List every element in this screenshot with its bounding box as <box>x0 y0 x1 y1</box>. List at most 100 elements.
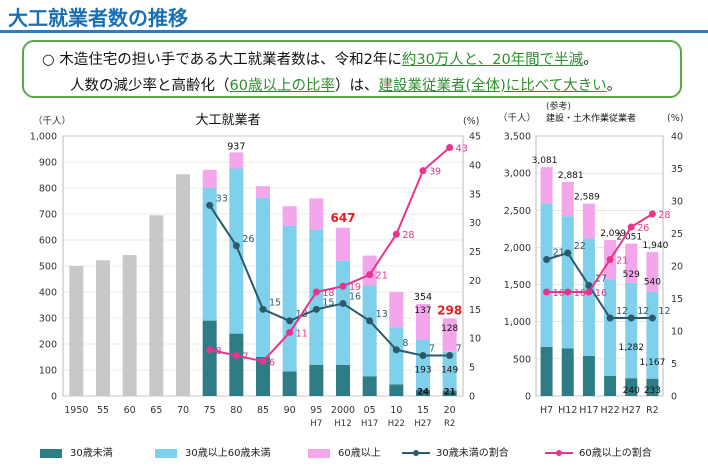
side-y-tick-label: 2,500 <box>504 206 531 217</box>
side-bar-30to60 <box>561 216 574 349</box>
bar-30to60 <box>389 327 404 385</box>
main-y2-axis-label: (%) <box>463 116 479 127</box>
main-u30-ratio-point <box>339 300 347 308</box>
bar-over60 <box>282 206 297 226</box>
main-u30-ratio-label: 15 <box>322 297 334 308</box>
legend-label-u30: 30歳未満 <box>70 448 113 459</box>
side-y-tick-label: 1,000 <box>504 317 531 328</box>
main-over60-ratio-point <box>419 167 427 175</box>
bar-under30 <box>229 333 244 396</box>
bar-over60 <box>336 227 350 261</box>
main-y-tick-label: 900 <box>39 158 57 169</box>
side-over60-ratio-point <box>585 288 593 296</box>
summary-text-1a: 木造住宅の担い手である大工就業者数は、令和2年に <box>59 52 402 68</box>
side-over60-ratio-label: 16 <box>595 288 607 299</box>
main-x-tick-label: 20 <box>444 405 456 416</box>
main-y2-tick-label: 15 <box>469 305 481 316</box>
main-over60-ratio-point <box>339 282 347 290</box>
legend-label-over60: 60歳以上 <box>338 448 381 459</box>
side-over60-ratio-point <box>606 256 614 263</box>
side-x-tick-label: H27 <box>622 405 641 416</box>
bar-30to60 <box>202 188 217 321</box>
side-bar-over60 <box>561 181 574 217</box>
grey-total-bar <box>122 255 137 396</box>
side-y2-tick-label: 35 <box>671 164 683 175</box>
main-u30-ratio-line <box>208 204 450 357</box>
side-y-tick-label: 1,500 <box>504 280 531 291</box>
side-bar-30to60 <box>604 279 617 376</box>
side-bar-30to60 <box>540 203 553 347</box>
main-x-subtick-label: H27 <box>414 419 431 429</box>
legend-marker-over60-ratio <box>545 450 573 456</box>
side-over60-ratio-label: 16 <box>553 288 565 299</box>
main-x-tick-label: 70 <box>177 405 189 416</box>
side-u30-ratio-label: 12 <box>658 306 670 317</box>
main-over60-ratio-point <box>206 346 214 354</box>
label-mid-2015: 193 <box>414 366 431 376</box>
label-over60-2020: 128 <box>441 324 458 334</box>
label-u30-2020: 21 <box>444 387 456 397</box>
legend-item-u30-ratio: 30歳未満の割合 <box>402 444 509 459</box>
main-u30-ratio-point <box>232 242 240 250</box>
main-x-tick-label: 15 <box>417 405 429 416</box>
side-label-total: 1,940 <box>643 241 669 251</box>
main-x-tick-label: 55 <box>97 405 109 416</box>
legend-item-u30: 30歳未満 <box>40 444 113 459</box>
main-u30-ratio-point <box>446 352 454 360</box>
bar-over60 <box>442 318 457 352</box>
side-y-tick-label: 2,000 <box>504 243 531 254</box>
main-y-tick-label: 300 <box>39 314 57 325</box>
main-u30-ratio-point <box>206 201 214 209</box>
main-x-subtick-label: R2 <box>444 419 455 429</box>
side-over60-ratio-point <box>627 223 635 231</box>
legend-swatch-mid <box>155 448 177 458</box>
side-u30-ratio-point <box>585 282 593 289</box>
side-y-tick-label: 0 <box>525 392 531 403</box>
side-y-axis-label: （千人） <box>498 112 536 124</box>
side-y2-tick-label: 5 <box>671 359 677 370</box>
summary-text-2c: 。 <box>606 78 622 94</box>
grey-total-bar <box>69 266 84 396</box>
chart-legend: 30歳未満 30歳以上60歳未満 60歳以上 30歳未満の割合 60歳以上の割合 <box>40 442 680 460</box>
grey-total-bar <box>96 260 110 396</box>
main-y-tick-label: 400 <box>39 288 57 299</box>
main-over60-ratio-label: 28 <box>402 230 414 241</box>
side-bar-under30 <box>625 378 638 396</box>
main-x-subtick-label: H17 <box>361 419 378 429</box>
legend-item-over60: 60歳以上 <box>308 444 381 459</box>
bar-over60 <box>389 292 404 328</box>
side-label-over60-r2: 540 <box>644 278 661 288</box>
main-over60-ratio-label: 21 <box>376 271 388 282</box>
side-over60-ratio-point <box>564 288 572 296</box>
side-bar-over60 <box>625 243 638 283</box>
side-u30-ratio-point <box>648 314 656 322</box>
bar-30to60 <box>256 197 270 357</box>
main-over60-ratio-label: 7 <box>242 352 248 363</box>
main-over60-ratio-label: 19 <box>349 282 361 293</box>
bar-under30 <box>416 389 430 396</box>
side-over60-ratio-label: 26 <box>637 223 649 234</box>
side-u30-ratio-point <box>606 314 614 322</box>
side-y2-tick-label: 0 <box>671 392 677 403</box>
side-u30-ratio-line <box>546 251 653 319</box>
side-x-tick-label: H17 <box>579 405 598 416</box>
side-x-tick-label: H22 <box>600 405 619 416</box>
main-over60-ratio-label: 11 <box>296 328 308 339</box>
main-over60-ratio-point <box>392 230 400 238</box>
side-bar-under30 <box>561 348 574 396</box>
main-over60-ratio-point <box>366 271 374 279</box>
grey-total-bar <box>176 174 190 396</box>
side-bar-30to60 <box>625 282 638 379</box>
summary-highlight-2b: 建設業従業者(全体)に比べて大きい <box>378 78 607 94</box>
bar-under30 <box>282 371 297 396</box>
legend-swatch-over60 <box>308 448 330 458</box>
summary-text-2a: 人数の減少率と高齢化（ <box>70 78 230 94</box>
side-bar-under30 <box>604 375 617 396</box>
bar-under30 <box>256 357 270 396</box>
main-y-tick-label: 200 <box>39 340 57 351</box>
side-label-total: 2,099 <box>600 229 626 239</box>
main-over60-ratio-point <box>286 328 294 336</box>
bar-under30 <box>202 320 217 396</box>
side-u30-ratio-point <box>627 314 635 322</box>
main-y2-tick-label: 40 <box>469 160 481 171</box>
